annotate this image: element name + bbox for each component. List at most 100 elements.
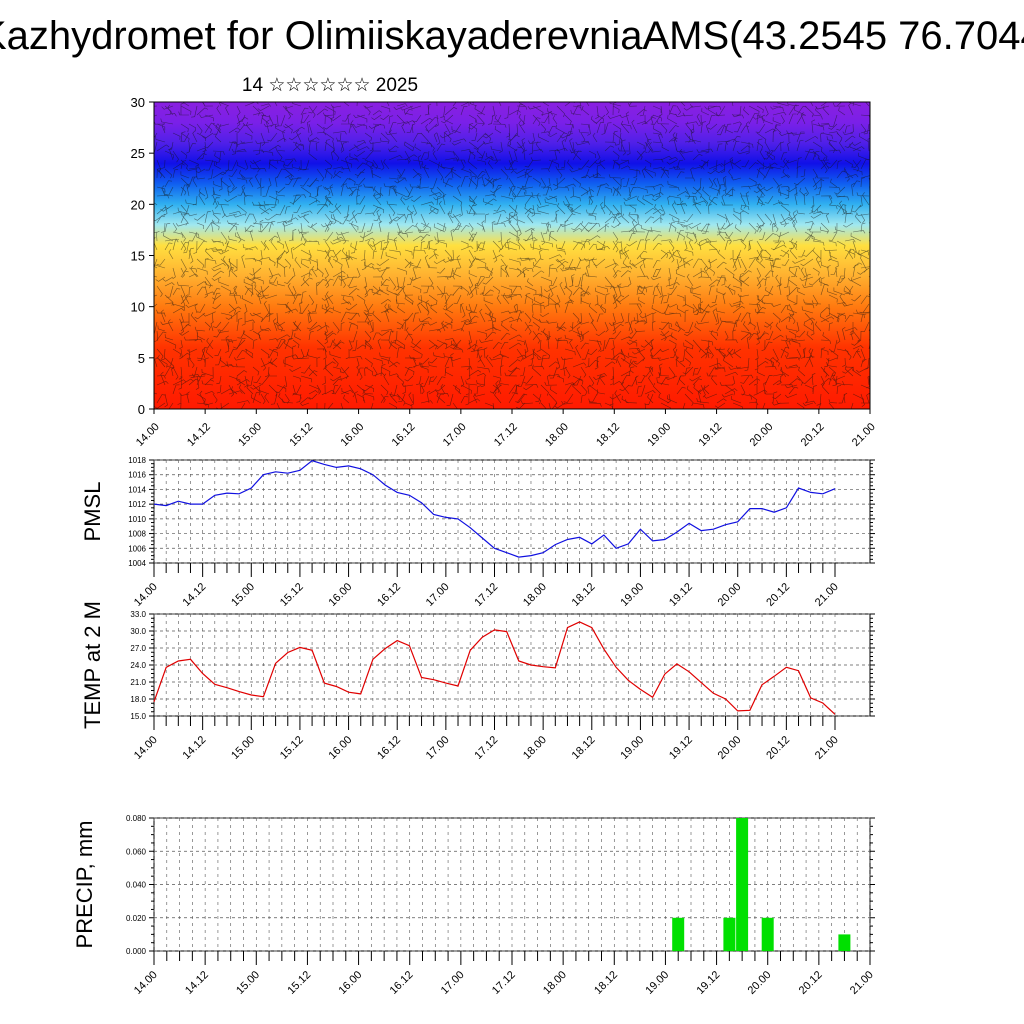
wind-barb	[508, 177, 516, 191]
wind-barb	[524, 176, 532, 188]
wind-barb	[718, 249, 726, 260]
wind-barb	[698, 303, 710, 314]
wind-barb	[804, 356, 815, 368]
wind-barb	[500, 241, 510, 251]
wind-barb	[572, 362, 587, 368]
wind-barb	[640, 339, 654, 348]
wind-barb	[619, 384, 630, 392]
wind-barb	[628, 233, 636, 242]
wind-barb	[307, 352, 318, 359]
wind-barb	[768, 257, 782, 261]
wind-barb	[472, 347, 486, 352]
wind-barb	[852, 264, 859, 278]
wind-barb	[780, 152, 788, 161]
wind-barb	[316, 324, 330, 332]
wind-barb	[716, 184, 725, 197]
wind-barb	[523, 191, 534, 197]
wind-barb	[650, 148, 662, 153]
wind-barb	[836, 195, 849, 201]
wind-barb	[196, 267, 208, 275]
y-tick-label: 0.020	[126, 914, 147, 923]
wind-barb	[211, 186, 215, 197]
wind-barb	[334, 170, 342, 179]
wind-barb	[675, 357, 680, 368]
wind-barb	[303, 214, 310, 224]
wind-barb	[340, 256, 353, 261]
wind-barb	[836, 302, 847, 306]
wind-barb	[764, 195, 774, 204]
wind-barb	[772, 391, 778, 404]
wind-barb	[564, 220, 569, 232]
wind-barb	[228, 222, 238, 231]
wind-barb	[700, 276, 712, 281]
wind-barb	[188, 378, 200, 386]
wind-barb	[284, 240, 290, 254]
wind-barb	[800, 258, 814, 267]
wind-barb	[212, 249, 224, 253]
wind-barb	[592, 174, 606, 179]
wind-barb	[363, 311, 374, 316]
wind-barb	[249, 312, 262, 317]
wind-barb	[825, 212, 830, 224]
y-tick-label: 0.000	[126, 947, 147, 956]
wind-barb	[417, 229, 430, 234]
wind-barb	[548, 126, 556, 134]
wind-barb	[314, 258, 319, 272]
wind-barb	[564, 204, 574, 213]
wind-barb	[508, 334, 522, 341]
wind-barb	[570, 207, 582, 215]
wind-barb	[308, 139, 314, 152]
wind-barb	[524, 339, 529, 354]
wind-barb	[817, 249, 822, 263]
wind-barb	[350, 220, 358, 233]
wind-barb	[201, 347, 206, 359]
wind-barb	[652, 208, 664, 215]
wind-barb	[644, 168, 656, 177]
wind-barb	[292, 126, 305, 134]
wind-barb	[296, 355, 310, 360]
wind-barb	[212, 195, 218, 209]
wind-barb	[332, 270, 346, 278]
wind-barb	[218, 278, 230, 287]
wind-barb	[737, 293, 750, 298]
wind-barb	[154, 237, 158, 251]
wind-barb	[572, 382, 582, 395]
wind-barb	[276, 321, 283, 332]
x-tick-label: 17.00	[441, 421, 469, 449]
wind-barb	[838, 107, 846, 116]
wind-barb	[656, 283, 662, 296]
wind-barb	[533, 348, 542, 359]
wind-barb	[348, 276, 357, 287]
wind-barb	[856, 192, 870, 197]
wind-barb	[685, 177, 696, 182]
wind-barb	[528, 141, 534, 155]
wind-barb	[196, 233, 206, 242]
x-tick-label: 14.00	[134, 421, 162, 449]
wind-barb	[284, 303, 291, 314]
wind-barb	[276, 204, 286, 216]
wind-barb	[540, 354, 547, 368]
wind-barb	[734, 224, 742, 233]
wind-barb	[772, 312, 781, 324]
wind-barb	[696, 113, 702, 125]
wind-barb	[284, 276, 294, 284]
wind-barb	[644, 132, 650, 146]
wind-barb	[435, 231, 439, 245]
wind-barb	[274, 175, 279, 188]
wind-barb	[756, 240, 763, 253]
wind-barb	[404, 402, 413, 409]
wind-barb	[564, 301, 572, 314]
wind-barb	[764, 162, 778, 170]
wind-barb	[388, 177, 399, 183]
wind-barb	[804, 148, 814, 161]
wind-barb	[788, 276, 798, 287]
wind-barb	[500, 168, 509, 180]
wind-barb	[851, 141, 862, 146]
wind-barb	[759, 231, 766, 240]
wind-barb	[296, 393, 302, 403]
wind-barb	[652, 260, 661, 269]
wind-barb	[644, 138, 652, 152]
wind-barb	[156, 357, 168, 368]
wind-barb	[484, 327, 497, 332]
wind-barb	[410, 211, 414, 224]
